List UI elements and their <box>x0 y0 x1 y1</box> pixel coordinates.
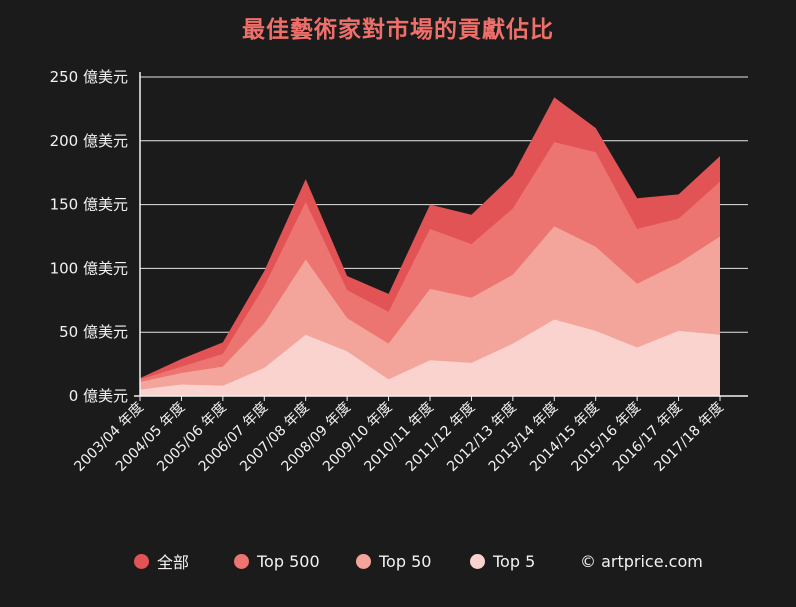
legend-item-top5: Top 5 <box>470 548 535 574</box>
legend-label: Top 50 <box>379 551 432 571</box>
series-areas <box>140 97 720 396</box>
legend: 全部 Top 500 Top 50 Top 5 <box>0 548 796 574</box>
source-credit: © artprice.com <box>580 551 703 571</box>
legend-item-top50: Top 50 <box>356 548 431 574</box>
y-axis-ticks: 0 億美元 50 億美元 100 億美元 150 億美元 200 億美元 250 億美元 <box>50 68 128 405</box>
legend-swatch <box>470 553 485 569</box>
y-tick-label: 0 億美元 <box>69 387 128 405</box>
y-tick-label: 50 億美元 <box>59 323 128 341</box>
legend-swatch <box>234 553 249 569</box>
x-tick-label: 2003/04 年度 <box>71 400 146 475</box>
axes <box>134 72 748 397</box>
area-top-5 <box>140 319 720 396</box>
y-tick-label: 250 億美元 <box>50 68 128 86</box>
y-tick-label: 100 億美元 <box>50 259 128 277</box>
legend-label: Top 5 <box>493 551 536 571</box>
y-tick-label: 150 億美元 <box>50 196 128 214</box>
legend-label: Top 500 <box>257 551 320 571</box>
legend-item-all: 全部 <box>134 548 189 574</box>
chart-title: 最佳藝術家對市場的貢獻佔比 <box>242 17 554 43</box>
legend-item-top500: Top 500 <box>234 548 320 574</box>
legend-swatch <box>134 553 149 569</box>
legend-swatch <box>356 553 371 569</box>
y-tick-label: 200 億美元 <box>50 132 128 150</box>
legend-label: 全部 <box>157 553 190 572</box>
